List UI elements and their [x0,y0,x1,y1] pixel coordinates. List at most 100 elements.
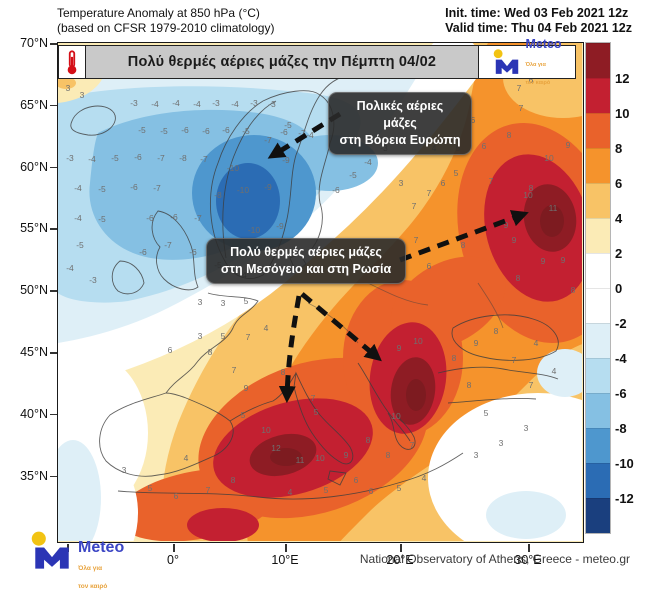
svg-text:9: 9 [244,383,249,393]
svg-text:3: 3 [474,450,479,460]
lat-tick [50,228,57,230]
colorbar-tick-label: 10 [615,106,630,121]
lat-tick [50,352,57,354]
colorbar-segment [586,113,610,148]
svg-text:-9: -9 [276,221,284,231]
svg-text:9: 9 [512,235,517,245]
svg-text:3: 3 [399,178,404,188]
svg-text:9: 9 [344,450,349,460]
colorbar-segment [586,498,610,533]
svg-text:4: 4 [552,366,557,376]
colorbar-segment [586,358,610,393]
colorbar-segment [586,428,610,463]
colorbar-tick-label: -8 [615,421,627,436]
svg-text:10: 10 [391,411,401,421]
svg-text:-9: -9 [264,182,272,192]
svg-text:-10: -10 [248,225,261,235]
svg-text:8: 8 [529,183,534,193]
svg-text:12: 12 [271,443,281,453]
colorbar-tick-label: -10 [615,456,634,471]
svg-text:9: 9 [541,256,546,266]
svg-text:4: 4 [184,453,189,463]
svg-text:9: 9 [566,140,571,150]
colorbar-segment [586,148,610,183]
callout-warm-air: Πολύ θερμές αέριες μάζες στη Μεσόγειο και… [206,238,406,284]
svg-text:-3: -3 [268,99,276,109]
lat-label: 70°N [20,36,48,50]
svg-text:8: 8 [208,347,213,357]
svg-text:8: 8 [494,326,499,336]
lat-label: 60°N [20,159,48,174]
svg-text:11: 11 [296,455,305,465]
svg-text:-7: -7 [157,153,165,163]
svg-text:7: 7 [246,332,251,342]
svg-text:10: 10 [315,453,325,463]
svg-text:-5: -5 [284,120,292,130]
svg-text:-4: -4 [66,263,74,273]
svg-text:-5: -5 [242,126,250,136]
svg-text:4: 4 [422,473,427,483]
meteo-logo-banner: Meteo Όλα για τον καιρό [479,37,576,86]
svg-text:-10: -10 [237,185,250,195]
svg-text:-7: -7 [264,135,272,145]
lat-tick [50,413,57,416]
svg-text:6: 6 [354,475,359,485]
svg-text:-4: -4 [172,98,180,108]
lat-label: 45°N [20,345,48,359]
svg-text:11: 11 [549,203,558,213]
svg-text:-6: -6 [130,182,138,192]
svg-text:8: 8 [386,450,391,460]
colorbar-tick-label: 12 [615,71,630,86]
meteo-wordmark: Meteo [525,37,562,51]
svg-text:5: 5 [244,296,249,306]
svg-text:6: 6 [369,486,374,496]
svg-text:8: 8 [231,475,236,485]
svg-text:8: 8 [467,380,472,390]
colorbar-tick-label: 2 [615,246,623,261]
svg-text:-5: -5 [111,153,119,163]
svg-text:-10: -10 [227,163,240,173]
init-time: Init. time: Wed 03 Feb 2021 12z [445,6,629,20]
lon-label: 30°E [514,553,542,567]
svg-text:4: 4 [264,323,269,333]
callout-polar-air: Πολικές αέριες μάζες στη Βόρεια Ευρώπη [328,92,472,155]
svg-text:-3: -3 [66,153,74,163]
lat-label: 35°N [20,468,48,483]
svg-text:-4: -4 [151,99,159,109]
svg-text:-3: -3 [212,98,220,108]
colorbar-tick-label: 6 [615,176,623,191]
colorbar-tick-label: -2 [615,316,627,331]
colorbar-segment [586,253,610,288]
temperature-anomaly-field: 33-3 -4 -4 -4 -3 -4 -3 -3-5 -5 -6 -6 -6 -5 -6 -7-3 -4 -5… [58,43,582,541]
colorbar-segment [586,218,610,253]
credit-text: National Observatory of Athens, Greece -… [359,552,630,566]
svg-text:8: 8 [571,285,576,295]
svg-text:9: 9 [474,338,479,348]
svg-text:4: 4 [288,487,293,497]
lat-tick [50,43,57,45]
svg-text:3: 3 [524,423,529,433]
lon-tick [528,544,530,552]
lat-label: 50°N [20,283,48,298]
svg-text:-8: -8 [179,153,187,163]
svg-text:10: 10 [261,425,271,435]
anomaly-colorbar [585,42,611,534]
svg-text:6: 6 [529,75,534,85]
lat-tick [50,104,57,107]
colorbar-tick-label: 4 [615,211,623,226]
svg-text:4: 4 [534,338,539,348]
svg-text:5: 5 [221,331,226,341]
svg-text:-7: -7 [200,154,208,164]
svg-text:-5: -5 [138,125,146,135]
svg-text:-5: -5 [98,184,106,194]
svg-text:7: 7 [489,176,494,186]
meteo-logo-footer: Meteo Όλα για τον καιρό [30,531,124,593]
product-title: Temperature Anomaly at 850 hPa (°C) [57,6,260,20]
lon-tick [400,544,402,552]
svg-text:-6: -6 [332,185,340,195]
product-subtitle: (based on CFSR 1979-2010 climatology) [57,21,275,35]
svg-text:8: 8 [507,130,512,140]
svg-text:6: 6 [482,141,487,151]
svg-text:6: 6 [441,178,446,188]
meteo-wordmark: Meteo [78,539,125,556]
